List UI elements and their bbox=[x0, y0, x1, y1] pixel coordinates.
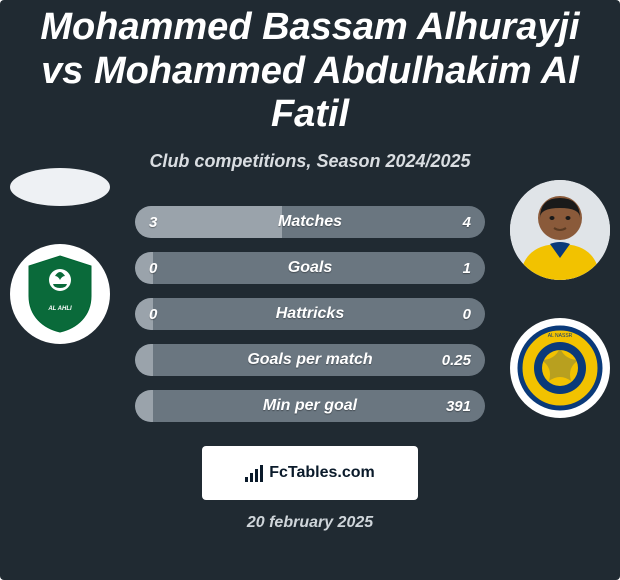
stat-row: 3Matches4 bbox=[135, 206, 485, 238]
player-avatar-icon bbox=[510, 180, 610, 280]
stat-label: Goals per match bbox=[135, 351, 485, 369]
left-player-column: AL AHLI bbox=[10, 168, 110, 344]
svg-text:AL AHLI: AL AHLI bbox=[47, 306, 72, 312]
left-club-crest: AL AHLI bbox=[10, 244, 110, 344]
al-nassr-crest-icon: AL NASSR bbox=[517, 325, 603, 411]
stat-label: Goals bbox=[135, 259, 485, 277]
left-player-photo-placeholder bbox=[10, 168, 110, 206]
brand-bars-icon bbox=[245, 464, 263, 482]
stat-row: 0Goals1 bbox=[135, 252, 485, 284]
brand-label: FcTables.com bbox=[269, 464, 375, 482]
stat-label: Hattricks bbox=[135, 305, 485, 323]
stat-row: Min per goal391 bbox=[135, 390, 485, 422]
stat-right-value: 391 bbox=[446, 398, 471, 415]
stats-bars: 3Matches40Goals10Hattricks0Goals per mat… bbox=[135, 206, 485, 422]
svg-text:AL NASSR: AL NASSR bbox=[548, 333, 573, 339]
stat-right-value: 1 bbox=[463, 260, 471, 277]
comparison-card: Mohammed Bassam Alhurayji vs Mohammed Ab… bbox=[0, 0, 620, 580]
right-player-column: AL NASSR bbox=[510, 180, 610, 418]
stat-row: Goals per match0.25 bbox=[135, 344, 485, 376]
stat-right-value: 4 bbox=[463, 214, 471, 231]
stat-label: Matches bbox=[135, 213, 485, 231]
al-ahli-crest-icon: AL AHLI bbox=[25, 254, 95, 334]
snapshot-date: 20 february 2025 bbox=[0, 514, 620, 532]
page-title: Mohammed Bassam Alhurayji vs Mohammed Ab… bbox=[0, 6, 620, 137]
stat-row: 0Hattricks0 bbox=[135, 298, 485, 330]
stat-right-value: 0 bbox=[463, 306, 471, 323]
stat-label: Min per goal bbox=[135, 397, 485, 415]
right-player-photo bbox=[510, 180, 610, 280]
stat-right-value: 0.25 bbox=[442, 352, 471, 369]
brand-badge: FcTables.com bbox=[202, 446, 418, 500]
right-club-crest: AL NASSR bbox=[510, 318, 610, 418]
